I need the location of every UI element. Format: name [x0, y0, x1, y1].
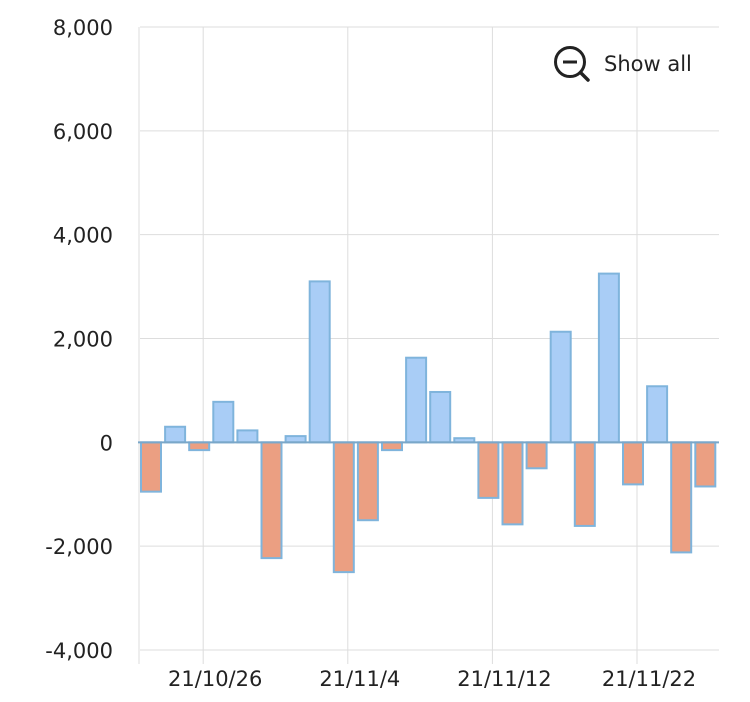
- x-tick-label: 21/11/4: [319, 667, 400, 691]
- zoom-out-icon: [554, 46, 590, 82]
- bar[interactable]: [597, 272, 620, 444]
- bar[interactable]: [356, 441, 379, 522]
- y-tick-label: 6,000: [53, 120, 113, 144]
- bar[interactable]: [260, 441, 283, 560]
- bar[interactable]: [332, 441, 355, 574]
- bar[interactable]: [188, 441, 211, 452]
- bar[interactable]: [694, 441, 717, 488]
- y-axis-labels: 8,000 6,000 4,000 2,000 0 -2,000 -4,000: [45, 16, 113, 663]
- bar[interactable]: [670, 441, 693, 554]
- bar[interactable]: [429, 390, 452, 444]
- bar[interactable]: [236, 429, 259, 444]
- bar[interactable]: [549, 330, 572, 444]
- bar[interactable]: [477, 441, 500, 499]
- x-tick-label: 21/11/22: [602, 667, 696, 691]
- bar[interactable]: [212, 400, 235, 444]
- bar[interactable]: [573, 441, 596, 527]
- bar[interactable]: [405, 356, 428, 444]
- y-tick-label: 0: [100, 431, 113, 455]
- y-tick-label: 4,000: [53, 224, 113, 248]
- bars: [140, 272, 717, 574]
- y-tick-label: -4,000: [45, 639, 113, 663]
- show-all-label: Show all: [604, 52, 692, 76]
- bar[interactable]: [646, 385, 669, 444]
- y-tick-label: 8,000: [53, 16, 113, 40]
- bar[interactable]: [308, 280, 331, 444]
- bar[interactable]: [525, 441, 548, 470]
- bar[interactable]: [381, 441, 403, 452]
- x-tick-label: 21/11/12: [457, 667, 551, 691]
- axes: [138, 27, 719, 664]
- show-all-button[interactable]: Show all: [552, 44, 692, 84]
- y-tick-label: 2,000: [53, 328, 113, 352]
- x-axis-labels: 21/10/26 21/11/4 21/11/12 21/11/22: [168, 667, 696, 691]
- y-tick-label: -2,000: [45, 535, 113, 559]
- bar[interactable]: [140, 441, 162, 493]
- bar[interactable]: [164, 425, 187, 444]
- bar[interactable]: [622, 441, 644, 486]
- x-tick-label: 21/10/26: [168, 667, 262, 691]
- grid-lines: [140, 26, 719, 664]
- bar[interactable]: [501, 441, 524, 526]
